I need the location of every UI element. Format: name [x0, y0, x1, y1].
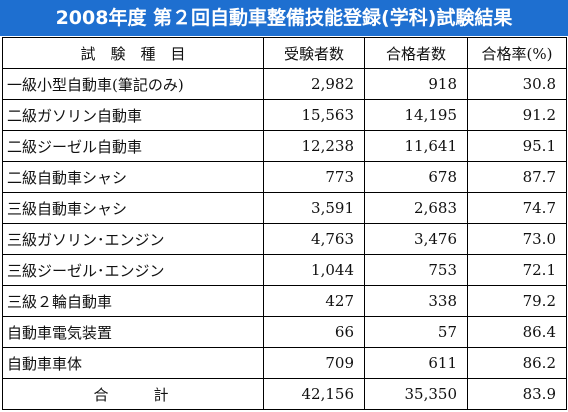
- pass-rate-cell: 73.0: [467, 223, 567, 255]
- total-label-cell: 合 計: [2, 378, 264, 410]
- page-title: 2008年度 第２回自動車整備技能登録(学科)試験結果: [0, 0, 568, 36]
- exam-item-cell: 三級ガソリン･エンジン: [2, 223, 264, 255]
- passed-cell: 2,683: [364, 192, 468, 224]
- passed-cell: 3,476: [364, 223, 468, 255]
- table-row: 三級自動車シャシ 3,591 2,683 74.7: [2, 192, 567, 224]
- exam-item-cell: 三級２輪自動車: [2, 285, 264, 317]
- examinees-cell: 12,238: [263, 130, 365, 162]
- examinees-cell: 427: [263, 285, 365, 317]
- exam-item-cell: 自動車電気装置: [2, 316, 264, 348]
- passed-cell: 611: [364, 347, 468, 379]
- total-passed-cell: 35,350: [364, 378, 468, 410]
- table-row: 三級２輪自動車 427 338 79.2: [2, 285, 567, 317]
- passed-cell: 57: [364, 316, 468, 348]
- exam-item-cell: 三級自動車シャシ: [2, 192, 264, 224]
- passed-cell: 678: [364, 161, 468, 193]
- total-pass-rate-cell: 83.9: [467, 378, 567, 410]
- pass-rate-cell: 95.1: [467, 130, 567, 162]
- table-row: 三級ジーゼル･エンジン 1,044 753 72.1: [2, 254, 567, 286]
- exam-item-cell: 一級小型自動車(筆記のみ): [2, 68, 264, 100]
- passed-cell: 11,641: [364, 130, 468, 162]
- total-examinees-cell: 42,156: [263, 378, 365, 410]
- examinees-cell: 2,982: [263, 68, 365, 100]
- table-row: 自動車車体 709 611 86.2: [2, 347, 567, 379]
- passed-cell: 338: [364, 285, 468, 317]
- passed-cell: 918: [364, 68, 468, 100]
- pass-rate-cell: 86.4: [467, 316, 567, 348]
- pass-rate-cell: 72.1: [467, 254, 567, 286]
- examinees-cell: 15,563: [263, 99, 365, 131]
- pass-rate-cell: 86.2: [467, 347, 567, 379]
- table-row: 一級小型自動車(筆記のみ) 2,982 918 30.8: [2, 68, 567, 100]
- results-table: 試 験 種 目 受験者数 合格者数 合格率(%) 一級小型自動車(筆記のみ) 2…: [2, 37, 567, 410]
- table-row: 二級ガソリン自動車 15,563 14,195 91.2: [2, 99, 567, 131]
- examinees-cell: 773: [263, 161, 365, 193]
- header-exam-item: 試 験 種 目: [2, 37, 264, 69]
- exam-item-cell: 二級ジーゼル自動車: [2, 130, 264, 162]
- table-row: 三級ガソリン･エンジン 4,763 3,476 73.0: [2, 223, 567, 255]
- header-pass-rate: 合格率(%): [467, 37, 567, 69]
- pass-rate-cell: 87.7: [467, 161, 567, 193]
- passed-cell: 753: [364, 254, 468, 286]
- examinees-cell: 3,591: [263, 192, 365, 224]
- passed-cell: 14,195: [364, 99, 468, 131]
- table-header-row: 試 験 種 目 受験者数 合格者数 合格率(%): [2, 37, 567, 69]
- table-row: 二級ジーゼル自動車 12,238 11,641 95.1: [2, 130, 567, 162]
- table-row: 自動車電気装置 66 57 86.4: [2, 316, 567, 348]
- total-row: 合 計 42,156 35,350 83.9: [2, 378, 567, 410]
- pass-rate-cell: 91.2: [467, 99, 567, 131]
- pass-rate-cell: 30.8: [467, 68, 567, 100]
- examinees-cell: 66: [263, 316, 365, 348]
- examinees-cell: 4,763: [263, 223, 365, 255]
- pass-rate-cell: 79.2: [467, 285, 567, 317]
- exam-item-cell: 三級ジーゼル･エンジン: [2, 254, 264, 286]
- pass-rate-cell: 74.7: [467, 192, 567, 224]
- examinees-cell: 1,044: [263, 254, 365, 286]
- exam-item-cell: 自動車車体: [2, 347, 264, 379]
- header-passed: 合格者数: [364, 37, 468, 69]
- exam-item-cell: 二級ガソリン自動車: [2, 99, 264, 131]
- examinees-cell: 709: [263, 347, 365, 379]
- exam-item-cell: 二級自動車シャシ: [2, 161, 264, 193]
- header-examinees: 受験者数: [263, 37, 365, 69]
- table-row: 二級自動車シャシ 773 678 87.7: [2, 161, 567, 193]
